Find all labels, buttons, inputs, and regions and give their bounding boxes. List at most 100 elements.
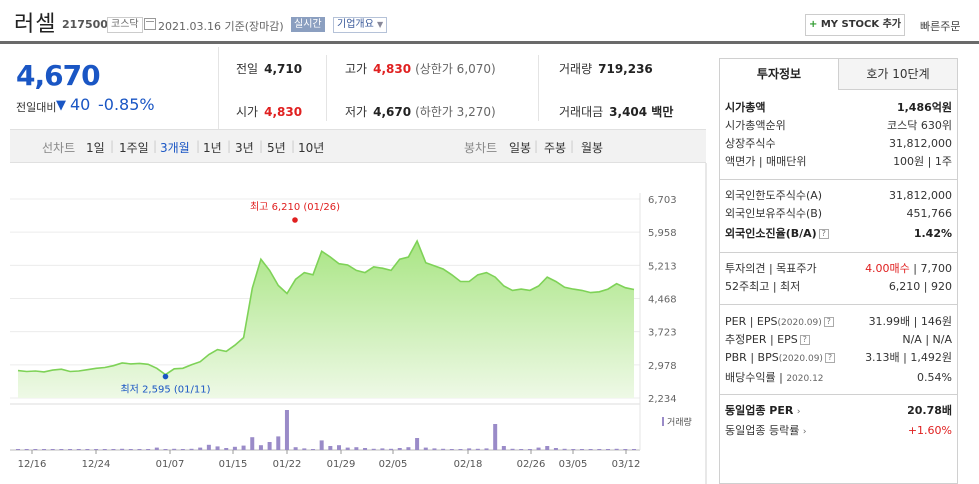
help-icon[interactable]: ? xyxy=(823,317,834,327)
volume-bar xyxy=(363,448,368,450)
x-tick-label: 01/07 xyxy=(156,459,185,470)
volume-bar xyxy=(180,449,185,450)
candle-chart-label: 봉차트 xyxy=(464,141,498,155)
target-price: | 7,700 xyxy=(913,262,952,275)
pbr-bps-value: 3.13배 | 1,492원 xyxy=(865,351,952,364)
industry-per-label[interactable]: 동일업종 PER › xyxy=(725,402,800,421)
foreign-hold-row: 외국인보유주식수(B) 451,766 xyxy=(725,205,952,223)
section-divider xyxy=(720,304,957,305)
price-change-pct: -0.85% xyxy=(98,95,155,114)
price-chart[interactable]: 6,703 5,958 5,213 4,468 3,723 2,978 2,234 최고 6,… xyxy=(0,163,710,484)
volume-bar xyxy=(206,444,211,450)
tab-3y[interactable]: 3년 xyxy=(235,141,254,155)
volume-bar xyxy=(605,449,610,450)
volume-bar xyxy=(50,449,55,450)
volume-bar xyxy=(267,442,272,450)
tab-5y[interactable]: 5년 xyxy=(267,141,286,155)
volume-bar xyxy=(76,449,81,450)
per-eps-value: 31.99배 | 146원 xyxy=(868,315,952,328)
tab-separator: | xyxy=(196,139,201,153)
x-tick-label: 02/18 xyxy=(454,459,483,470)
tab-10y[interactable]: 10년 xyxy=(298,141,325,155)
volume-bar xyxy=(241,445,246,450)
market-cap-value-text: 1,486억원 xyxy=(896,101,952,114)
high-label: 최고 6,210 (01/26) xyxy=(250,201,340,213)
volume-bar xyxy=(588,449,593,450)
stat-amount: 거래대금 3,404 백만 xyxy=(559,103,673,120)
add-mystock-label: MY STOCK 추가 xyxy=(820,19,902,30)
help-icon[interactable]: ? xyxy=(799,335,810,345)
volume-bar xyxy=(232,446,237,450)
tab-daily[interactable]: 일봉 xyxy=(509,141,532,155)
foreign-ratio-label: 외국인소진율(B/A)? xyxy=(725,225,829,243)
volume-bar xyxy=(423,447,428,450)
stat-low: 저가 4,670 (하한가 3,270) xyxy=(345,103,496,120)
market-badge: 코스닥 xyxy=(107,17,143,33)
add-mystock-button[interactable]: + MY STOCK 추가 xyxy=(805,14,905,36)
volume-bar xyxy=(146,449,151,450)
y-tick-label: 2,234 xyxy=(648,394,677,405)
tab-quote-10[interactable]: 호가 10단계 xyxy=(839,59,957,90)
tab-separator: | xyxy=(259,139,264,153)
y-tick-label: 5,213 xyxy=(648,261,677,272)
listed-shares-label: 상장주식수 xyxy=(725,137,776,150)
tab-monthly[interactable]: 월봉 xyxy=(581,141,604,155)
volume-bar xyxy=(85,449,90,450)
foreign-hold-label: 외국인보유주식수(B) xyxy=(725,207,823,220)
x-tick-label: 01/29 xyxy=(327,459,356,470)
chevron-right-icon: › xyxy=(796,407,801,417)
tab-3m[interactable]: 3개월 xyxy=(160,141,190,155)
volume-bar xyxy=(59,449,64,450)
tab-1y[interactable]: 1년 xyxy=(203,141,222,155)
volume-bar xyxy=(475,448,480,450)
volume-bar xyxy=(302,448,307,450)
foreign-limit-row: 외국인한도주식수(A) 31,812,000 xyxy=(725,187,952,205)
market-cap-label: 시가총액 xyxy=(725,99,765,117)
market-cap-rank-label: 시가총액순위 xyxy=(725,119,786,132)
foreign-limit-label: 외국인한도주식수(A) xyxy=(725,189,823,202)
industry-per-row: 동일업종 PER › 20.78배 xyxy=(725,402,952,420)
tab-weekly[interactable]: 주봉 xyxy=(544,141,567,155)
help-icon[interactable]: ? xyxy=(824,353,835,363)
volume-bar xyxy=(354,447,359,450)
section-divider xyxy=(720,394,957,395)
volume-bar xyxy=(33,449,38,450)
corp-overview-dropdown[interactable]: 기업개요 ▼ xyxy=(333,17,388,33)
market-cap-rank-row: 시가총액순위 코스닥 630위 xyxy=(725,117,952,135)
quick-order-link[interactable]: 빠른주문 xyxy=(920,20,961,33)
volume-bar xyxy=(310,449,315,450)
volume-bar xyxy=(484,448,489,450)
line-chart-label: 선차트 xyxy=(42,141,76,155)
stat-high: 고가 4,830 (상한가 6,070) xyxy=(345,60,496,77)
stat-sub: (상한가 6,070) xyxy=(415,62,496,76)
stock-code: 217500 xyxy=(62,18,108,31)
industry-change-label-text: 동일업종 등락률 xyxy=(725,424,800,437)
tab-separator: | xyxy=(291,139,296,153)
industry-change-label[interactable]: 동일업종 등락률 › xyxy=(725,422,806,441)
volume-bar xyxy=(597,449,602,450)
help-icon[interactable]: ? xyxy=(818,229,829,239)
x-tick-label: 12/24 xyxy=(82,459,111,470)
foreign-ratio-value-text: 1.42% xyxy=(913,227,952,240)
tab-invest-info[interactable]: 투자정보 xyxy=(720,59,839,90)
stat-volume: 거래량 719,236 xyxy=(559,60,653,77)
volume-bar xyxy=(198,447,203,450)
chevron-down-icon: ▼ xyxy=(377,20,384,29)
tab-1d[interactable]: 1일 xyxy=(86,141,105,155)
volume-bar xyxy=(449,449,454,450)
stat-label: 거래량 xyxy=(559,62,593,76)
volume-label: 거래량 xyxy=(667,416,692,428)
volume-bar xyxy=(293,447,298,450)
industry-per-label-text: 동일업종 PER xyxy=(725,404,794,417)
x-tick-label: 02/26 xyxy=(517,459,546,470)
stat-value: 4,830 xyxy=(264,105,303,119)
section-divider xyxy=(720,252,957,253)
realtime-button[interactable]: 실시간 xyxy=(291,17,325,32)
stat-label: 거래대금 xyxy=(559,105,604,119)
opinion-rating: 4.00매수 xyxy=(865,262,910,275)
volume-bar xyxy=(154,447,159,450)
foreign-ratio-label-text: 외국인소진율(B/A) xyxy=(725,227,817,240)
y-tick-label: 4,468 xyxy=(648,295,677,306)
volume-bar xyxy=(501,446,506,450)
tab-1w[interactable]: 1주일 xyxy=(119,141,149,155)
